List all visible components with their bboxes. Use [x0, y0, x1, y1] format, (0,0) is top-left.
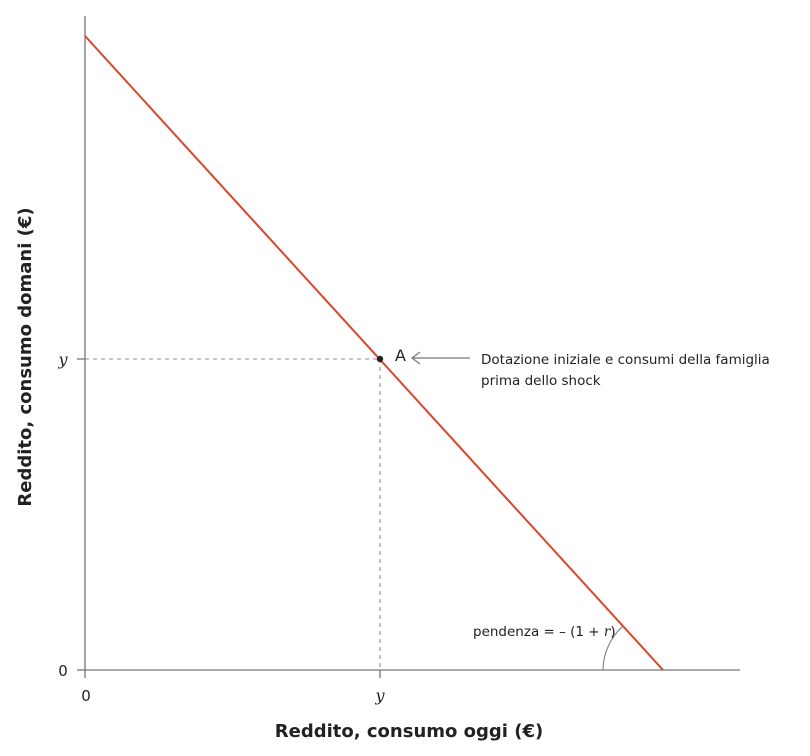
y-tick-label-y: y — [57, 350, 68, 369]
y-axis-title: Reddito, consumo domani (€) — [15, 207, 36, 506]
point-a-marker — [376, 355, 384, 363]
x-tick-label-y: y — [374, 686, 385, 705]
point-a-label: A — [395, 346, 406, 365]
slope-label-suffix: ) — [610, 624, 615, 640]
endowment-annotation-line2: prima dello shock — [481, 373, 601, 389]
x-axis-title: Reddito, consumo oggi (€) — [275, 721, 543, 742]
x-tick-label-0: 0 — [81, 687, 91, 705]
budget-line — [84, 35, 664, 671]
endowment-annotation-line1: Dotazione iniziale e consumi della famig… — [481, 352, 770, 368]
slope-label-r: r — [604, 624, 612, 640]
y-tick-label-0: 0 — [58, 662, 68, 680]
slope-label-prefix: pendenza = – (1 + — [473, 624, 604, 640]
annotation-arrow-head — [411, 351, 421, 365]
slope-angle-arc — [602, 625, 624, 671]
slope-label: pendenza = – (1 + r) — [473, 624, 616, 640]
